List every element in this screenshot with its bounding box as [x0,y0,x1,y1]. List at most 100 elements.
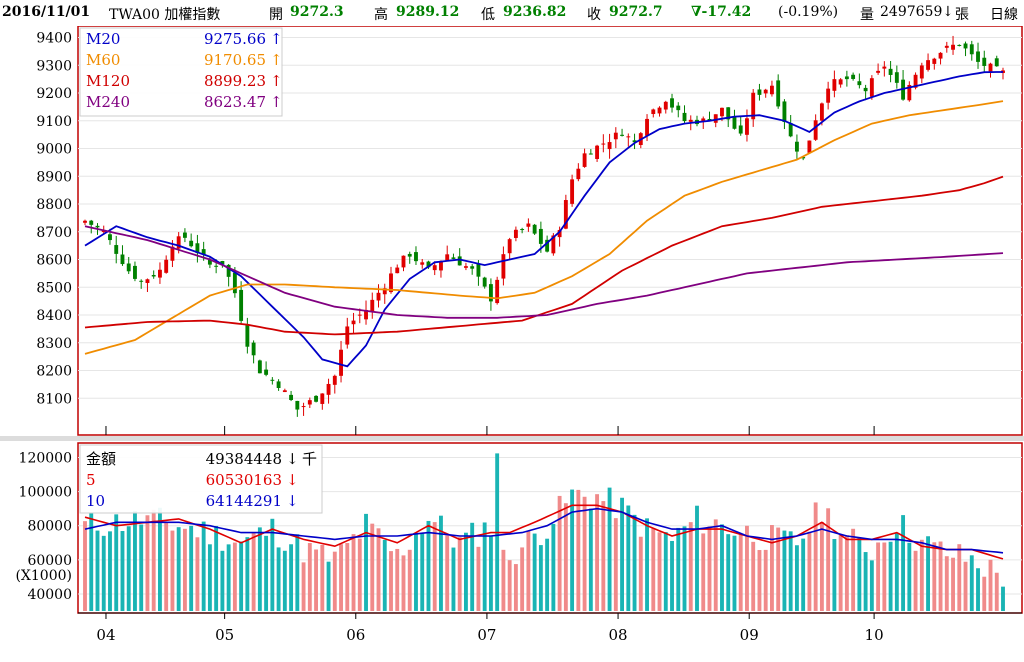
volume-bar [464,532,468,611]
volume-bar [414,532,418,611]
candle-body [869,78,874,97]
volume-bar [988,559,993,611]
candle-body [351,320,356,325]
volume-bar [563,503,568,611]
volume-bar [663,532,668,611]
volume-bar [982,576,987,611]
candle-body [538,228,543,244]
month-label: 10 [865,626,884,644]
candle-body [226,264,231,277]
candle-body [813,120,818,140]
volume-bar [670,540,674,611]
volume-bar [476,546,481,611]
candle-body [501,254,506,279]
period-label[interactable]: 日線 [990,7,1018,23]
candle-body [145,279,150,283]
price-y-tick-label: 8100 [36,391,72,407]
candle-body [676,105,681,111]
volume-bar [882,542,887,611]
volume-bar [894,532,899,611]
volume-bar [520,547,525,611]
legend-arrow-icon: ↑ [270,93,283,111]
close-value: 9272.7 [609,4,663,20]
volume-bar [145,515,150,611]
volume-bar [576,489,581,611]
candle-body [707,118,712,121]
volume-bar [919,539,924,611]
candle-body [414,252,418,262]
volume-bar [951,557,955,611]
candle-body [389,273,393,293]
legend-arrow-icon: ↑ [270,51,283,69]
candle-body [95,225,100,228]
price-y-tick-label: 8500 [36,280,72,296]
volume-bar [832,539,837,611]
volume-bar [345,543,350,611]
candle-body [457,256,462,266]
legend-arrow-icon: ↑ [270,72,283,90]
candle-body [488,284,493,302]
candle-body [232,272,237,294]
candle-body [601,143,606,145]
volume-bar [364,513,368,611]
volume-legend-arrow-icon: ↓ [286,492,299,510]
month-x-axis: 04 05 06 07 08 09 10 [78,612,1022,644]
volume-bar [994,572,999,611]
volume-bar [588,508,593,611]
volume-bar [645,518,649,611]
price-chart[interactable]: 9400 9300 9200 9100 9000 8900 8800 8700 8600 8500… [0,26,1024,436]
candle-body [944,45,949,48]
month-label: 05 [215,626,234,644]
candle-body [957,44,962,46]
volume-bar [382,539,387,611]
candle-body [794,141,799,152]
volume-chart[interactable]: 120000 100000 80000 60000 40000 (X1000) 金額 493… [0,441,1024,662]
candle-body [563,200,568,229]
price-y-tick-label: 8800 [36,197,72,213]
candle-body [670,98,674,108]
volume-bar [226,544,231,611]
change-percent: (-0.19%) [778,4,839,20]
volume-y-tick-label: 40000 [27,587,72,603]
volume-bar [819,521,824,611]
price-y-axis: 9400 9300 9200 9100 9000 8900 8800 8700 8600 8500… [36,31,72,408]
legend-ma-name: M120 [86,72,130,90]
price-y-tick-label: 9200 [36,86,72,102]
month-label: 08 [609,626,628,644]
volume-bar [788,531,793,611]
volume-bar [126,526,131,611]
volume-bar [620,497,624,611]
candle-body [126,263,131,272]
price-y-tick-label: 8900 [36,169,72,185]
candle-body [382,288,387,295]
volume-bar [638,536,643,611]
candle-body [445,254,450,261]
candle-body [401,255,406,268]
candle-body [882,66,887,69]
candle-body [913,74,918,88]
volume-bar [457,537,462,611]
volume-bar [439,515,443,611]
candle-body [189,240,194,247]
volume-bar-series [83,453,1005,611]
volume-bar [582,496,587,611]
candle-body [888,68,893,75]
price-legend-box [79,27,283,117]
volume-bar [257,527,262,611]
volume-bar [607,487,612,611]
volume-bar [426,520,431,611]
volume-legend-value: 49384448 [206,450,282,468]
legend-ma-name: M60 [86,51,120,69]
volume-legend-name: 金額 [86,450,116,468]
candle-body [176,236,181,249]
candle-body [688,119,693,122]
volume-bar [782,530,787,611]
candle-body [289,394,294,400]
panel-separator[interactable] [0,436,1024,441]
candle-body [551,235,556,254]
candle-body [207,259,212,265]
volume-bar [395,548,400,611]
volume-bar [176,527,181,611]
candle-body [520,229,525,231]
price-y-tick-label: 8200 [36,364,72,380]
